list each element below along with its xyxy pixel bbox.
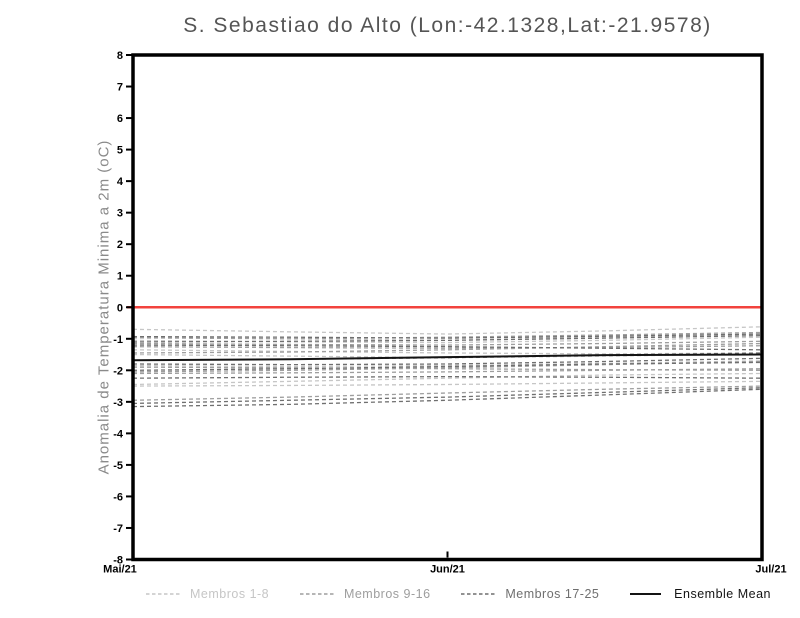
y-tick-label: -6: [113, 491, 123, 503]
legend-entry: Membros 17-25: [460, 587, 599, 601]
y-tick-label: -8: [113, 555, 123, 567]
solid-line-swatch: [630, 593, 662, 595]
y-tick-label: 4: [117, 176, 124, 188]
y-tick-label: 3: [117, 208, 123, 220]
dashed-line-swatch: [461, 593, 496, 595]
legend: Membros 1-8 Membros 9-16 Membros 17-25 Ense…: [145, 587, 771, 601]
y-tick-label: 1: [117, 271, 123, 283]
y-tick-label: 0: [117, 302, 123, 314]
y-tick-label: -4: [113, 428, 124, 440]
dashed-line-swatch: [146, 593, 180, 595]
dashed-line-swatch: [299, 593, 334, 595]
x-tick-label: Mai/21: [103, 564, 137, 576]
x-tick-label: Jun/21: [430, 564, 465, 576]
y-tick-label: -2: [113, 365, 123, 377]
legend-label: Membros 17-25: [505, 587, 600, 601]
legend-label: Membros 9-16: [343, 587, 431, 601]
y-tick-label: 2: [117, 239, 123, 251]
legend-entry: Membros 9-16: [299, 587, 431, 601]
y-tick-label: 6: [117, 113, 123, 125]
member-line: [132, 326, 763, 335]
ensemble-mean-line: [132, 353, 763, 362]
legend-label: Membros 1-8: [190, 587, 270, 601]
y-tick-label: 5: [117, 145, 123, 157]
y-tick-label: 8: [117, 50, 123, 62]
chart-title: S. Sebastiao do Alto (Lon:-42.1328,Lat:-…: [183, 14, 712, 37]
member-line: [132, 387, 763, 405]
legend-entry: Membros 1-8: [145, 587, 269, 601]
legend-label: Ensemble Mean: [674, 587, 771, 601]
y-tick-label: -1: [113, 334, 123, 346]
x-tick-label: Jul/21: [755, 564, 786, 576]
y-tick-label: 7: [117, 82, 123, 94]
y-tick-label: -3: [113, 397, 123, 409]
legend-entry: Ensemble Mean: [629, 587, 771, 601]
y-tick-label: -5: [113, 460, 123, 472]
plot-frame: [131, 53, 764, 562]
y-tick-label: -7: [113, 523, 123, 535]
member-line: [132, 375, 763, 379]
